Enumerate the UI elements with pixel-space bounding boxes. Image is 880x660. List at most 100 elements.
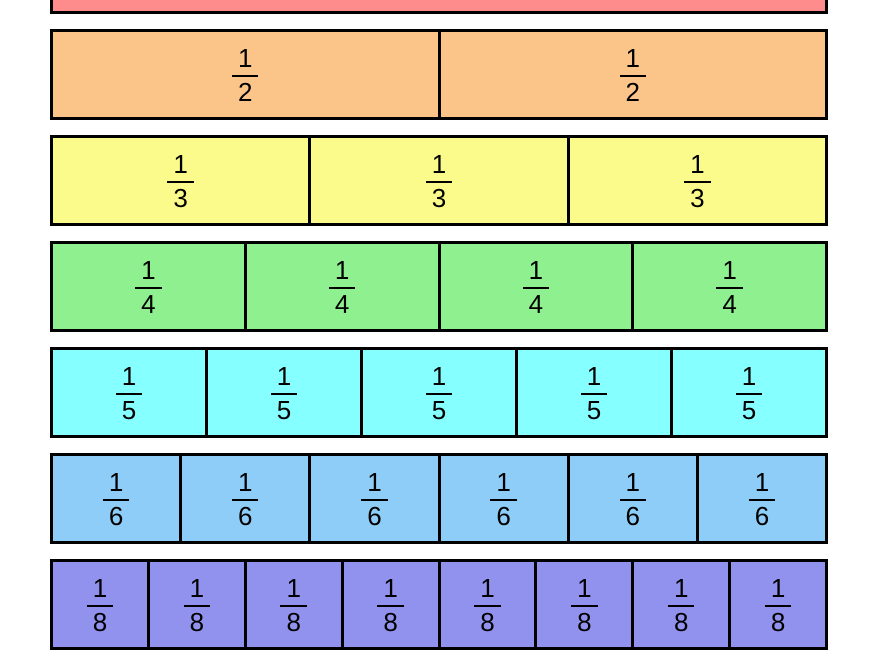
fraction-denominator: 3	[690, 182, 705, 213]
fraction-denominator: 8	[383, 606, 398, 637]
fraction-numerator: 1	[490, 469, 517, 501]
fraction-numerator: 1	[735, 363, 763, 395]
fraction-denominator: 5	[121, 394, 137, 425]
fraction-numerator: 1	[425, 363, 453, 395]
fraction-denominator: 4	[141, 288, 156, 319]
fraction-denominator: 8	[480, 606, 495, 637]
fraction-denominator: 8	[92, 606, 108, 637]
fraction-numerator: 1	[667, 575, 695, 607]
fraction-denominator: 6	[238, 500, 253, 531]
fraction-denominator: 3	[173, 182, 188, 213]
fraction-numerator: 1	[183, 575, 211, 607]
fraction-numerator: 1	[474, 575, 501, 607]
fraction-denominator: 8	[673, 606, 689, 637]
fraction-denominator: 5	[276, 394, 292, 425]
fraction-denominator: 8	[577, 606, 592, 637]
fraction-numerator: 1	[522, 257, 550, 289]
fraction-denominator: 6	[496, 500, 511, 531]
fraction-numerator: 1	[280, 575, 307, 607]
fraction-numerator: 1	[102, 469, 130, 501]
fraction-denominator: 4	[528, 288, 544, 319]
fraction-denominator: 5	[741, 394, 757, 425]
fraction-denominator: 5	[586, 394, 602, 425]
fraction-numerator: 1	[716, 257, 743, 289]
fraction-denominator: 6	[367, 500, 382, 531]
fraction-denominator: 6	[625, 500, 640, 531]
fraction-denominator: 4	[722, 288, 737, 319]
fraction-denominator: 8	[770, 606, 786, 637]
fraction-denominator: 3	[431, 182, 447, 213]
fraction-numerator: 1	[619, 45, 646, 77]
fraction-numerator: 1	[619, 469, 646, 501]
fraction-denominator: 6	[108, 500, 124, 531]
fraction-numerator: 1	[684, 151, 711, 183]
fraction-denominator: 2	[625, 76, 640, 107]
fraction-strip-whole	[50, 0, 828, 14]
fraction-numerator: 1	[571, 575, 598, 607]
fraction-numerator: 1	[232, 45, 259, 77]
fraction-numerator: 1	[115, 363, 143, 395]
fraction-numerator: 1	[86, 575, 114, 607]
fraction-numerator: 1	[361, 469, 388, 501]
fraction-numerator: 1	[580, 363, 608, 395]
fraction-denominator: 8	[286, 606, 301, 637]
fraction-denominator: 4	[334, 288, 350, 319]
fraction-denominator: 8	[189, 606, 205, 637]
fraction-denominator: 2	[238, 76, 253, 107]
fraction-numerator: 1	[328, 257, 356, 289]
fraction-denominator: 5	[431, 394, 447, 425]
fraction-numerator: 1	[425, 151, 453, 183]
fraction-cell-whole	[53, 0, 825, 11]
fraction-numerator: 1	[270, 363, 298, 395]
